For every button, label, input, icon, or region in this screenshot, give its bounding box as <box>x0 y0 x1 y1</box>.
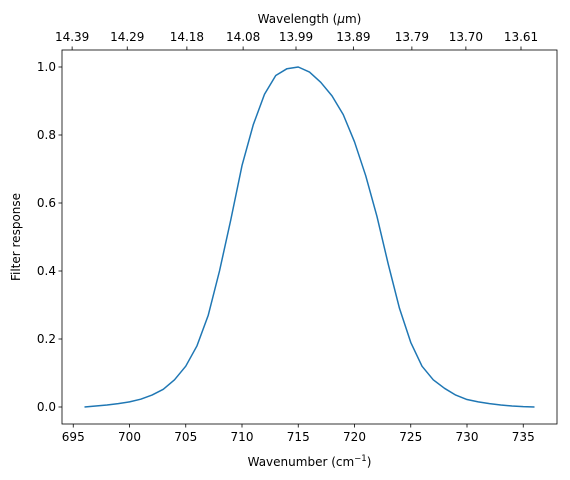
x-tick-label: 720 <box>343 430 366 444</box>
plot-frame <box>61 49 558 425</box>
x-tick-label: 725 <box>399 430 422 444</box>
top-tick-label: 14.18 <box>170 30 204 44</box>
top-tick-label: 13.61 <box>504 30 538 44</box>
top-tick-label: 13.99 <box>279 30 313 44</box>
top-tick-label: 14.39 <box>55 30 89 44</box>
top-tick-label: 14.08 <box>226 30 260 44</box>
x-tick-label: 710 <box>231 430 254 444</box>
y-tick-label: 0.2 <box>37 332 56 346</box>
top-tick-label: 13.70 <box>449 30 483 44</box>
x-tick-label: 715 <box>287 430 310 444</box>
y-tick-label: 0.8 <box>37 128 56 142</box>
top-tick-label: 14.29 <box>110 30 144 44</box>
y-axis-title: Filter response <box>9 193 23 281</box>
y-tick-label: 0.6 <box>37 196 56 210</box>
top-x-axis-title: Wavelength (μm) <box>258 12 362 26</box>
y-tick-label: 0.0 <box>37 400 56 414</box>
top-tick-label: 13.79 <box>395 30 429 44</box>
x-axis-title: Wavenumber (cm−1) <box>248 454 372 469</box>
x-tick-label: 700 <box>118 430 141 444</box>
y-tick-label: 0.4 <box>37 264 56 278</box>
x-tick-label: 730 <box>456 430 479 444</box>
y-tick-label: 1.0 <box>37 60 56 74</box>
series-line-0 <box>84 66 535 408</box>
top-tick-label: 13.89 <box>336 30 370 44</box>
x-tick-label: 705 <box>174 430 197 444</box>
axes-group: 695 700 705 710 715 720 725 730 735 0.0 0.2 0.4 0.6 0… <box>37 30 558 444</box>
x-tick-label: 695 <box>62 430 85 444</box>
x-tick-label: 735 <box>512 430 535 444</box>
